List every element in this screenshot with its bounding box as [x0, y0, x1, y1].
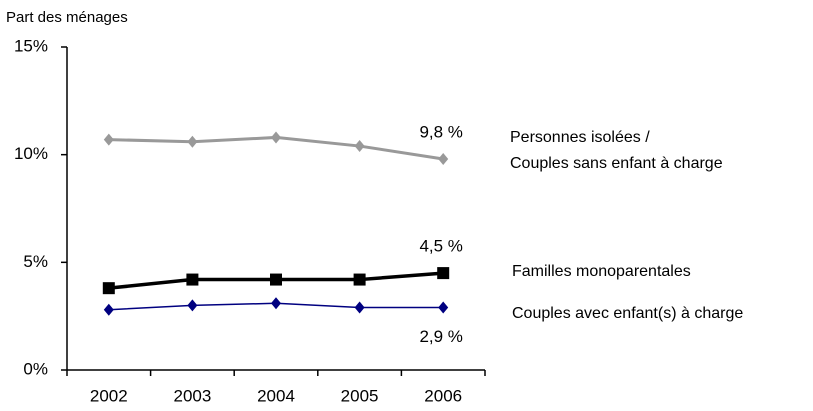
- legend-entry: Personnes isolées / Couples sans enfant …: [510, 129, 723, 172]
- marker: [271, 131, 281, 144]
- y-tick-label: 5%: [23, 252, 48, 271]
- marker: [187, 135, 198, 148]
- legend-entry: Familles monoparentales: [512, 263, 691, 280]
- x-tick-label: 2006: [424, 386, 462, 405]
- marker: [103, 133, 114, 146]
- y-tick-label: 15%: [14, 36, 48, 55]
- x-tick-label: 2002: [90, 386, 128, 405]
- marker: [186, 273, 199, 286]
- x-tick-label: 2003: [173, 386, 211, 405]
- data-label: 4,5 %: [419, 237, 462, 256]
- data-label: 2,9 %: [419, 327, 462, 346]
- marker: [270, 273, 282, 286]
- marker: [437, 267, 450, 280]
- marker: [103, 303, 114, 316]
- marker: [354, 301, 365, 314]
- y-tick-label: 10%: [14, 144, 48, 163]
- legend-entry: Couples avec enfant(s) à charge: [512, 305, 744, 322]
- x-tick-label: 2004: [257, 386, 295, 405]
- marker: [438, 301, 449, 314]
- marker: [102, 282, 115, 295]
- marker: [187, 299, 198, 312]
- x-tick-label: 2005: [341, 386, 379, 405]
- marker: [354, 140, 365, 153]
- y-axis-title: Part des ménages: [6, 9, 128, 26]
- marker: [271, 297, 281, 310]
- marker: [438, 152, 449, 165]
- marker: [353, 273, 366, 286]
- data-label: 9,8 %: [419, 122, 462, 141]
- y-tick-label: 0%: [23, 359, 48, 378]
